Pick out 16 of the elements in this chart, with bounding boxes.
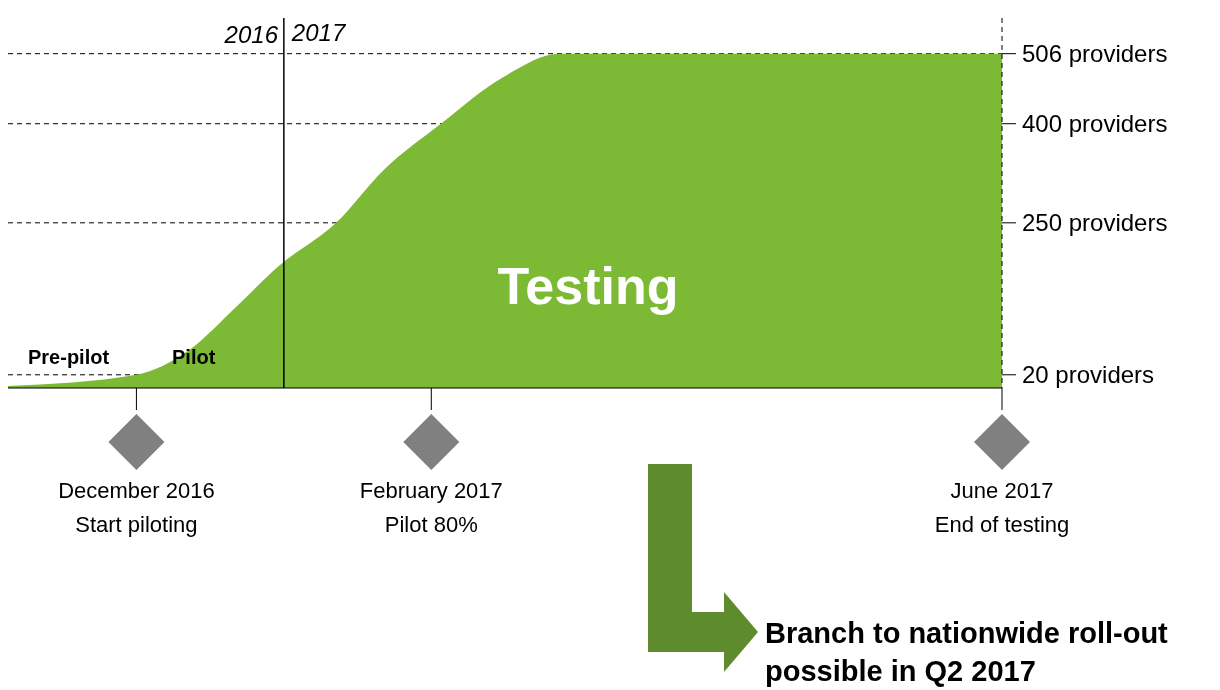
y-tick-label: 20 providers bbox=[1022, 361, 1155, 389]
y-tick-label: 400 providers bbox=[1022, 110, 1168, 138]
ref-line-label: 2017 bbox=[290, 19, 347, 46]
text: Pilot 80% bbox=[384, 512, 478, 537]
annotation: 2016 bbox=[223, 21, 278, 49]
x-tick-label: February 2017 bbox=[359, 478, 503, 503]
y-tick-label: 250 providers bbox=[1022, 209, 1168, 237]
text: Start piloting bbox=[75, 512, 198, 537]
annotation: Pilot bbox=[172, 346, 217, 368]
x-tick-label: December 2016 bbox=[58, 478, 215, 503]
annotation: Testing bbox=[496, 257, 680, 316]
text: End of testing bbox=[934, 512, 1070, 537]
annotation: Pre-pilot bbox=[28, 346, 111, 368]
x-tick-label: June 2017 bbox=[950, 478, 1054, 503]
text: Branch to nationwide roll-out possible in Q2 2017 bbox=[765, 616, 1169, 689]
y-tick-label: 506 providers bbox=[1022, 40, 1168, 68]
